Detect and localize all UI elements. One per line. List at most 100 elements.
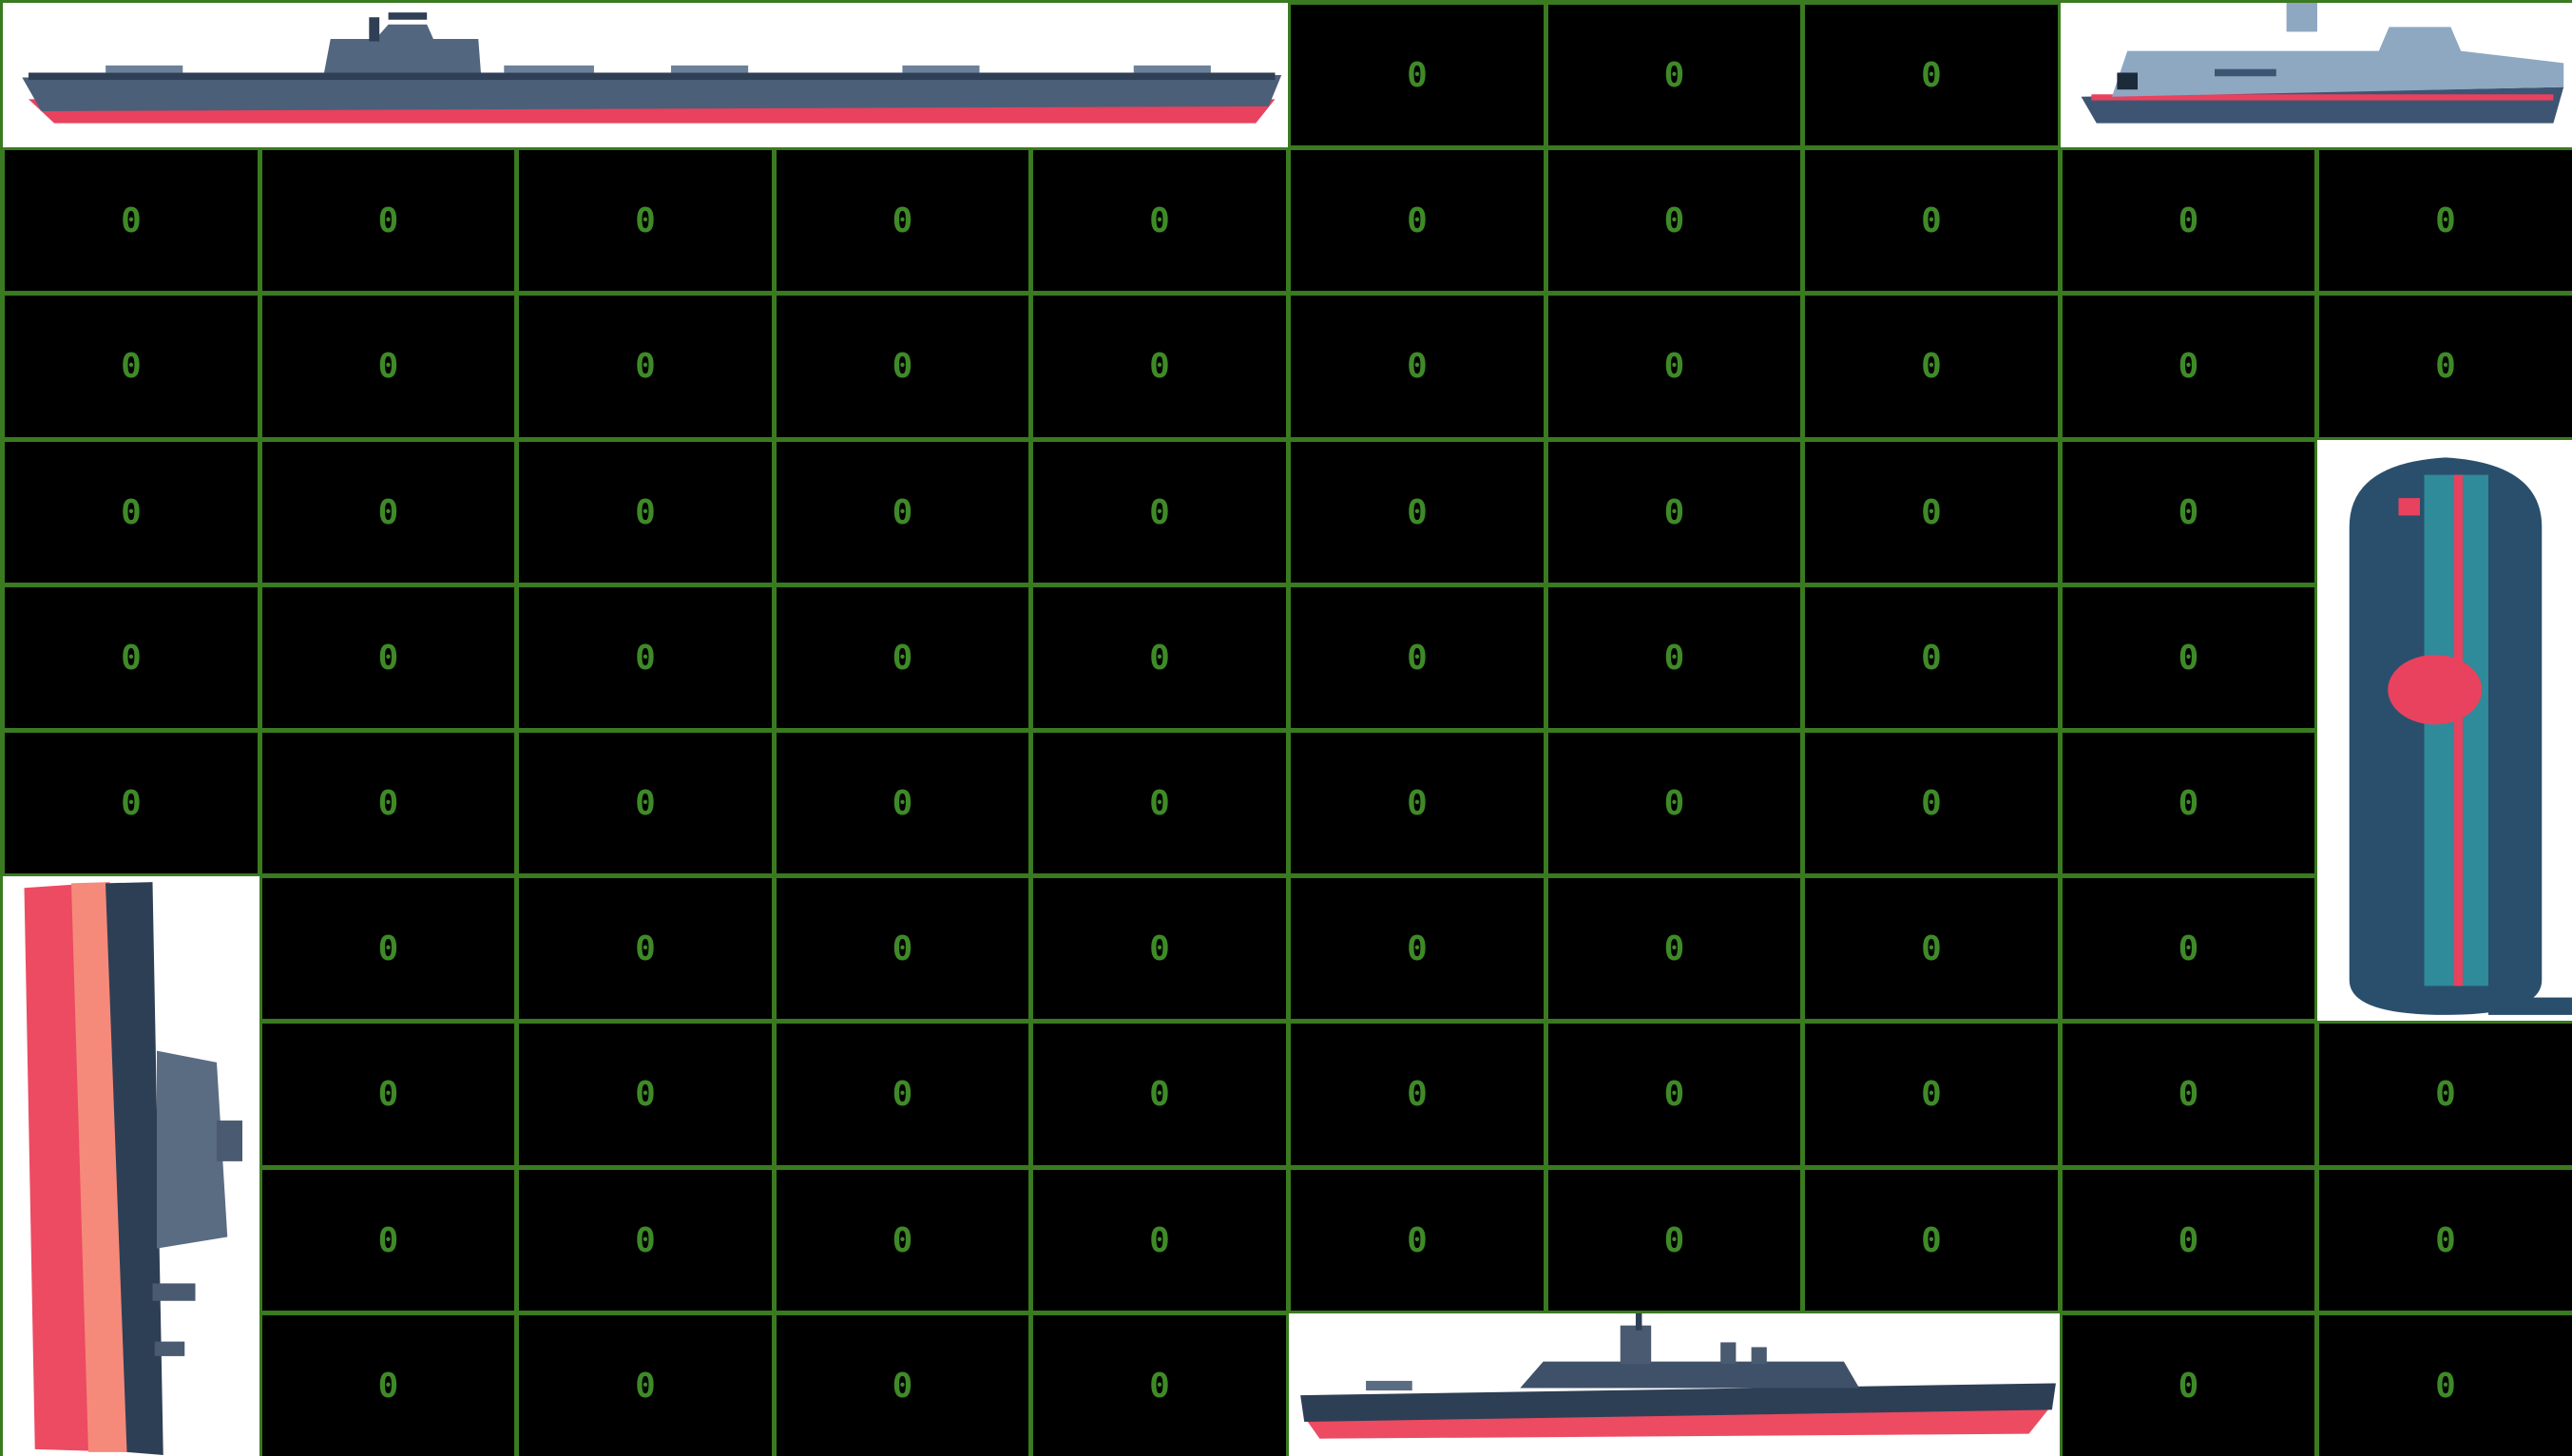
grid-cell-r1-c1[interactable]: 0 [258,145,519,296]
grid-cell-r2-c2[interactable]: 0 [514,291,777,442]
grid-cell-r7-c1[interactable]: 0 [258,1019,519,1170]
grid-cell-r4-c6[interactable]: 0 [1544,583,1805,733]
grid-cell-r1-c2[interactable]: 0 [514,145,777,296]
grid-cell-r6-c5[interactable]: 0 [1286,873,1548,1024]
grid-cell-r4-c4[interactable]: 0 [1028,583,1291,733]
cell-value: 0 [2178,492,2199,532]
grid-cell-r8-c1[interactable]: 0 [258,1165,519,1315]
grid-cell-r7-c9[interactable]: 0 [2314,1019,2572,1170]
cell-value: 0 [892,783,913,823]
grid-cell-r3-c6[interactable]: 0 [1544,437,1805,587]
submarine-ship [2314,437,2572,1024]
grid-cell-r9-c1[interactable]: 0 [258,1311,519,1456]
grid-cell-r7-c7[interactable]: 0 [1800,1019,2063,1170]
grid-cell-r9-c9[interactable]: 0 [2314,1311,2572,1456]
grid-cell-r5-c2[interactable]: 0 [514,728,777,878]
grid-cell-r0-c6[interactable]: 0 [1544,0,1805,150]
grid-cell-r5-c6[interactable]: 0 [1544,728,1805,878]
cell-value: 0 [2435,1220,2456,1260]
grid-cell-r3-c1[interactable]: 0 [258,437,519,587]
cell-value: 0 [377,201,399,240]
grid-cell-r8-c2[interactable]: 0 [514,1165,777,1315]
cell-value: 0 [121,783,142,823]
submarine-icon [2349,457,2572,1015]
grid-cell-r5-c7[interactable]: 0 [1800,728,2063,878]
grid-cell-r3-c2[interactable]: 0 [514,437,777,587]
grid-cell-r4-c5[interactable]: 0 [1286,583,1548,733]
grid-cell-r5-c3[interactable]: 0 [772,728,1033,878]
grid-cell-r3-c8[interactable]: 0 [2058,437,2319,587]
grid-cell-r6-c4[interactable]: 0 [1028,873,1291,1024]
grid-cell-r2-c9[interactable]: 0 [2314,291,2572,442]
grid-cell-r1-c4[interactable]: 0 [1028,145,1291,296]
grid-cell-r5-c5[interactable]: 0 [1286,728,1548,878]
grid-cell-r8-c6[interactable]: 0 [1544,1165,1805,1315]
grid-cell-r7-c6[interactable]: 0 [1544,1019,1805,1170]
grid-cell-r2-c7[interactable]: 0 [1800,291,2063,442]
destroyer-ship [1286,1311,2063,1456]
grid-cell-r8-c9[interactable]: 0 [2314,1165,2572,1315]
grid-cell-r6-c8[interactable]: 0 [2058,873,2319,1024]
grid-cell-r2-c3[interactable]: 0 [772,291,1033,442]
cell-value: 0 [1921,1075,1942,1114]
grid-cell-r2-c6[interactable]: 0 [1544,291,1805,442]
grid-cell-r9-c3[interactable]: 0 [772,1311,1033,1456]
grid-cell-r1-c7[interactable]: 0 [1800,145,2063,296]
grid-cell-r2-c5[interactable]: 0 [1286,291,1548,442]
grid-cell-r6-c7[interactable]: 0 [1800,873,2063,1024]
cell-value: 0 [635,1075,656,1114]
destroyer-icon [1300,1313,2056,1439]
grid-cell-r8-c5[interactable]: 0 [1286,1165,1548,1315]
grid-cell-r4-c7[interactable]: 0 [1800,583,2063,733]
grid-cell-r0-c5[interactable]: 0 [1286,0,1548,150]
grid-cell-r1-c5[interactable]: 0 [1286,145,1548,296]
grid-cell-r1-c6[interactable]: 0 [1544,145,1805,296]
grid-cell-r2-c8[interactable]: 0 [2058,291,2319,442]
grid-cell-r2-c0[interactable]: 0 [0,291,262,442]
grid-cell-r5-c0[interactable]: 0 [0,728,262,878]
grid-cell-r3-c3[interactable]: 0 [772,437,1033,587]
grid-cell-r6-c3[interactable]: 0 [772,873,1033,1024]
cell-value: 0 [2178,1366,2199,1406]
grid-cell-r7-c2[interactable]: 0 [514,1019,777,1170]
grid-cell-r3-c4[interactable]: 0 [1028,437,1291,587]
grid-cell-r7-c3[interactable]: 0 [772,1019,1033,1170]
grid-cell-r8-c7[interactable]: 0 [1800,1165,2063,1315]
grid-cell-r2-c4[interactable]: 0 [1028,291,1291,442]
grid-cell-r8-c4[interactable]: 0 [1028,1165,1291,1315]
cell-value: 0 [1407,347,1428,386]
cell-value: 0 [2178,347,2199,386]
grid-cell-r4-c2[interactable]: 0 [514,583,777,733]
grid-cell-r8-c8[interactable]: 0 [2058,1165,2319,1315]
grid-cell-r5-c4[interactable]: 0 [1028,728,1291,878]
grid-cell-r4-c8[interactable]: 0 [2058,583,2319,733]
grid-cell-r2-c1[interactable]: 0 [258,291,519,442]
grid-cell-r4-c1[interactable]: 0 [258,583,519,733]
grid-cell-r6-c2[interactable]: 0 [514,873,777,1024]
cell-value: 0 [635,783,656,823]
grid-cell-r7-c8[interactable]: 0 [2058,1019,2319,1170]
grid-cell-r1-c0[interactable]: 0 [0,145,262,296]
grid-cell-r1-c9[interactable]: 0 [2314,145,2572,296]
grid-cell-r6-c6[interactable]: 0 [1544,873,1805,1024]
grid-cell-r3-c0[interactable]: 0 [0,437,262,587]
grid-cell-r6-c1[interactable]: 0 [258,873,519,1024]
cell-value: 0 [1149,783,1170,823]
grid-cell-r7-c5[interactable]: 0 [1286,1019,1548,1170]
grid-cell-r3-c7[interactable]: 0 [1800,437,2063,587]
grid-cell-r9-c2[interactable]: 0 [514,1311,777,1456]
cell-value: 0 [2435,1075,2456,1114]
grid-cell-r9-c4[interactable]: 0 [1028,1311,1291,1456]
grid-cell-r9-c8[interactable]: 0 [2058,1311,2319,1456]
grid-cell-r1-c8[interactable]: 0 [2058,145,2319,296]
grid-cell-r8-c3[interactable]: 0 [772,1165,1033,1315]
grid-cell-r5-c8[interactable]: 0 [2058,728,2319,878]
grid-cell-r7-c4[interactable]: 0 [1028,1019,1291,1170]
cell-value: 0 [377,783,399,823]
grid-cell-r4-c3[interactable]: 0 [772,583,1033,733]
grid-cell-r4-c0[interactable]: 0 [0,583,262,733]
grid-cell-r0-c7[interactable]: 0 [1800,0,2063,150]
grid-cell-r5-c1[interactable]: 0 [258,728,519,878]
grid-cell-r1-c3[interactable]: 0 [772,145,1033,296]
grid-cell-r3-c5[interactable]: 0 [1286,437,1548,587]
